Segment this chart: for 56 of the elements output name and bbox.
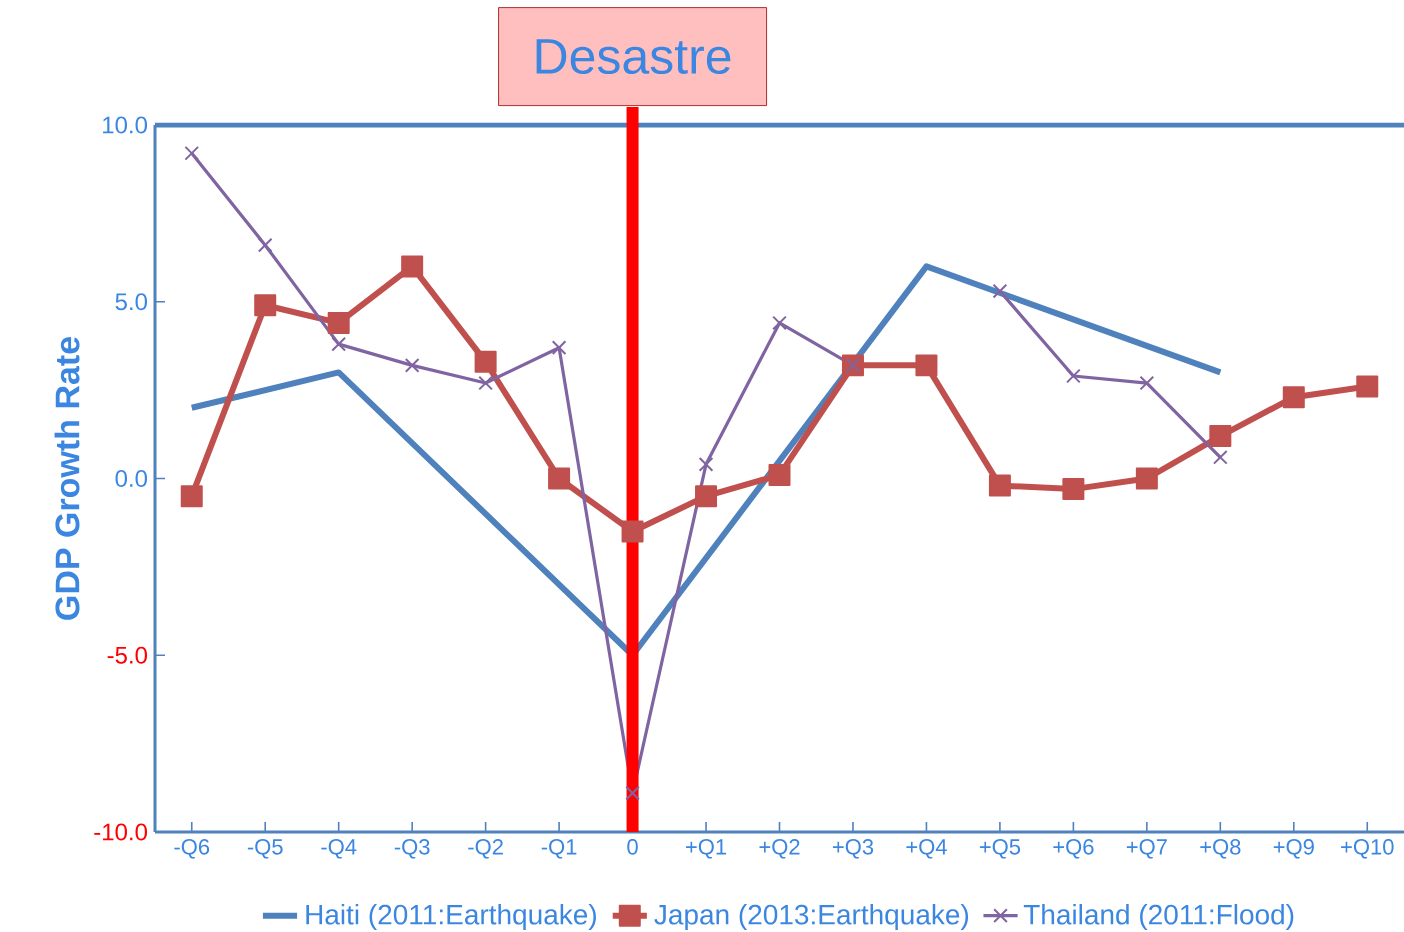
x-tick-label: -Q3	[394, 839, 430, 859]
point	[915, 354, 938, 377]
point	[1209, 425, 1232, 448]
point	[180, 485, 203, 508]
x-tick-label: +Q4	[906, 839, 947, 859]
y-tick-label: 5.0	[115, 293, 148, 311]
point	[1135, 467, 1158, 490]
x-tick-label: -Q6	[174, 839, 210, 859]
point	[988, 474, 1011, 497]
point	[1356, 375, 1379, 398]
ref-line-label: Desastre	[536, 39, 731, 75]
point	[327, 311, 350, 334]
point	[698, 456, 714, 472]
y-tick-label: 10.0	[103, 116, 148, 134]
x-tick-label: +Q6	[1053, 839, 1094, 859]
point	[992, 283, 1008, 299]
x-tick-label: -Q1	[541, 839, 577, 859]
point	[404, 358, 420, 373]
legend-label: Japan (2013:Earthquake)	[654, 904, 969, 931]
point	[772, 315, 787, 331]
point	[1212, 449, 1228, 465]
y-axis-title: GDP Growth Rate	[54, 337, 80, 620]
legend-label: Haiti (2011:Earthquake)	[306, 904, 596, 931]
x-tick-label: 0	[627, 839, 638, 855]
point	[478, 375, 493, 391]
x-tick-label: -Q4	[321, 839, 357, 859]
point	[548, 467, 571, 490]
x-tick-label: -Q2	[468, 839, 503, 859]
x-tick-label: +Q5	[979, 839, 1021, 859]
x-tick-label: +Q10	[1341, 839, 1394, 859]
x-tick-label: +Q7	[1126, 839, 1167, 859]
x-tick-label: -Q5	[247, 839, 283, 859]
point	[1282, 386, 1305, 409]
point	[184, 145, 200, 161]
point	[474, 350, 497, 373]
point	[621, 520, 644, 543]
y-tick-label: -10.0	[94, 823, 148, 841]
point	[625, 785, 640, 801]
x-tick-label: +Q2	[759, 839, 800, 859]
x-tick-label: +Q1	[686, 839, 727, 859]
y-tick-label: -5.0	[107, 646, 148, 664]
point	[1139, 375, 1155, 391]
legend-label: Thailand (2011:Flood)	[1023, 904, 1294, 931]
point	[768, 463, 791, 486]
point	[257, 237, 273, 253]
point	[1066, 368, 1081, 384]
x-tick-label: +Q8	[1200, 839, 1241, 859]
x-tick-label: +Q3	[832, 839, 874, 859]
y-tick-label: 0.0	[115, 470, 148, 487]
point	[695, 485, 718, 508]
point	[254, 294, 277, 317]
point	[551, 340, 567, 356]
point	[1062, 478, 1085, 501]
point	[331, 336, 347, 352]
x-tick-label: +Q9	[1273, 839, 1314, 859]
point	[401, 255, 424, 278]
